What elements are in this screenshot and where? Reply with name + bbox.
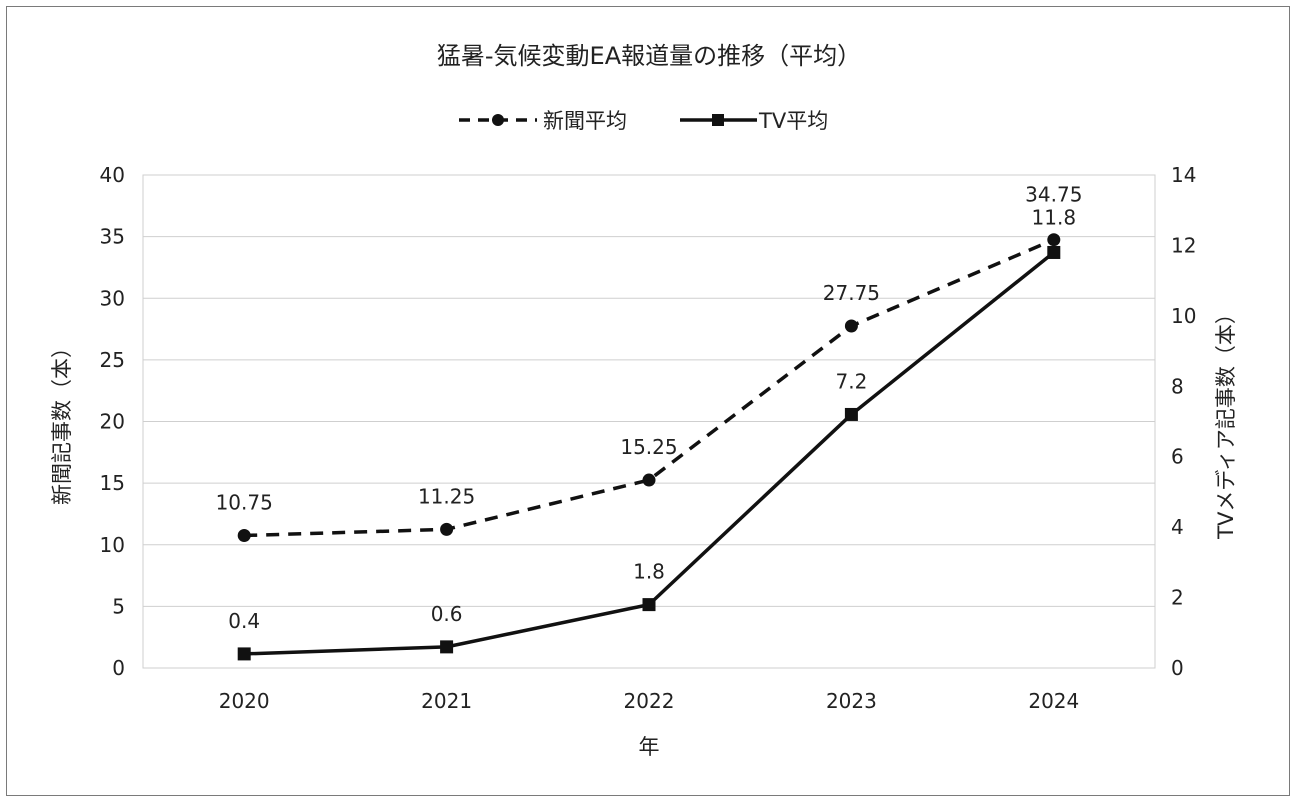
series-layer <box>237 233 1061 661</box>
data-point-square <box>237 647 251 661</box>
data-label-newspaper: 34.75 <box>1025 183 1082 207</box>
y2-tick-label: 14 <box>1171 163 1196 187</box>
data-point-circle <box>642 473 656 487</box>
legend-item-tv: TV平均 <box>680 109 828 133</box>
chart-canvas: 猛暑-気候変動EA報道量の推移（平均） 新聞平均 TV平均 0510152025… <box>50 42 1238 759</box>
y-tick-label: 40 <box>100 163 125 187</box>
data-label-tv: 0.6 <box>431 602 463 626</box>
legend-label-tv: TV平均 <box>758 109 828 133</box>
legend-label-newspaper: 新聞平均 <box>543 109 627 133</box>
x-axis: 2020 2021 2022 2023 2024 <box>219 689 1080 713</box>
data-label-newspaper: 11.25 <box>418 484 475 508</box>
y-axis-right-label: TVメディア記事数（本） <box>1214 303 1238 540</box>
y-tick-label: 20 <box>100 410 125 434</box>
legend-marker-circle <box>492 114 504 126</box>
y2-tick-label: 4 <box>1171 515 1184 539</box>
y2-tick-label: 8 <box>1171 374 1184 398</box>
data-labels: 10.75 11.25 15.25 27.75 34.75 0.4 0.6 1.8 7.2 11.… <box>216 183 1083 633</box>
y-tick-label: 10 <box>100 533 125 557</box>
y-tick-label: 15 <box>100 471 125 495</box>
y-tick-label: 30 <box>100 286 125 310</box>
legend-marker-square <box>712 114 724 126</box>
y2-tick-label: 2 <box>1171 586 1184 610</box>
data-point-square <box>844 407 858 421</box>
x-tick-label: 2020 <box>219 689 270 713</box>
data-point-circle <box>844 319 858 333</box>
legend: 新聞平均 TV平均 <box>459 109 828 133</box>
data-label-tv: 1.8 <box>633 560 665 584</box>
legend-item-newspaper: 新聞平均 <box>459 109 627 133</box>
y2-tick-label: 0 <box>1171 656 1184 680</box>
y-tick-label: 25 <box>100 348 125 372</box>
x-tick-label: 2022 <box>624 689 675 713</box>
x-tick-label: 2023 <box>826 689 877 713</box>
y-tick-label: 35 <box>100 225 125 249</box>
y-axis-right: 0 2 4 6 8 10 12 14 <box>1171 163 1196 680</box>
chart-frame: 猛暑-気候変動EA報道量の推移（平均） 新聞平均 TV平均 0 5 10 15 20 25… <box>6 6 1290 796</box>
y-axis-left-label: 新聞記事数（本） <box>50 337 74 505</box>
data-label-tv: 0.4 <box>228 609 260 633</box>
data-label-newspaper: 10.75 <box>216 491 273 515</box>
x-axis-label: 年 <box>639 735 660 759</box>
data-point-circle <box>1047 233 1061 247</box>
data-label-tv: 11.8 <box>1032 205 1077 229</box>
y2-tick-label: 12 <box>1171 233 1196 257</box>
y-tick-label: 5 <box>112 594 125 618</box>
y-tick-label: 0 <box>112 656 125 680</box>
y2-tick-label: 10 <box>1171 304 1196 328</box>
data-label-tv: 7.2 <box>835 369 867 393</box>
data-label-newspaper: 27.75 <box>823 281 880 305</box>
data-label-newspaper: 15.25 <box>620 435 677 459</box>
y2-tick-label: 6 <box>1171 445 1184 469</box>
data-point-circle <box>237 529 251 543</box>
chart-title: 猛暑-気候変動EA報道量の推移（平均） <box>437 42 861 70</box>
data-point-square <box>1047 245 1061 259</box>
data-point-square <box>642 598 656 612</box>
x-tick-label: 2024 <box>1028 689 1079 713</box>
series-line-newspaper <box>244 238 1055 538</box>
plot-area <box>142 174 1156 669</box>
data-point-square <box>440 640 454 654</box>
y-axis-left: 0 5 10 15 20 25 30 35 40 <box>100 163 125 680</box>
x-tick-label: 2021 <box>421 689 472 713</box>
data-point-circle <box>440 522 454 536</box>
